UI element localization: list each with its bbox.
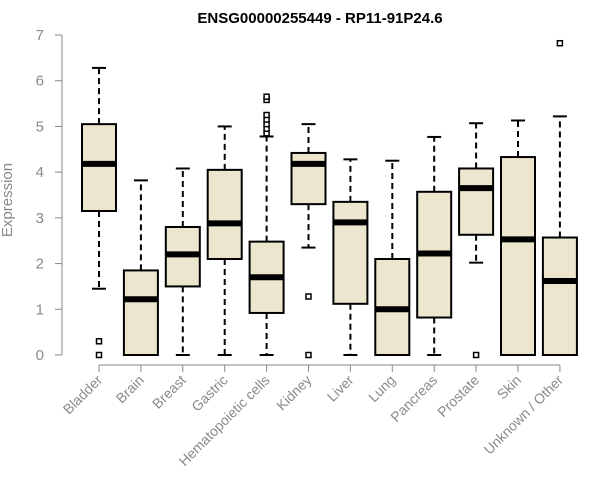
y-tick-label: 6 xyxy=(36,73,44,90)
box-kidney xyxy=(290,123,327,359)
x-tick-label: Liver xyxy=(324,372,357,405)
outlier-point xyxy=(263,93,270,100)
outlier-point xyxy=(305,351,312,359)
box-breast xyxy=(164,167,201,356)
x-tick-label: Kidney xyxy=(273,372,315,414)
box-iqr xyxy=(122,269,159,356)
outlier-point xyxy=(556,39,564,47)
y-tick-label: 1 xyxy=(36,301,44,318)
box-brain xyxy=(122,179,159,356)
y-tick-label: 5 xyxy=(36,118,44,135)
box-iqr xyxy=(206,168,243,261)
y-tick-label: 2 xyxy=(36,256,44,273)
box-prostate xyxy=(458,122,495,359)
box-pancreas xyxy=(416,135,453,356)
box-iqr xyxy=(332,200,369,305)
y-tick-label: 3 xyxy=(36,210,44,227)
x-tick-label: Pancreas xyxy=(387,372,440,425)
outlier-point xyxy=(472,351,480,359)
box-unknown-other xyxy=(541,39,578,356)
x-tick-label: Lung xyxy=(365,372,398,405)
x-tick-label: Brain xyxy=(113,372,147,406)
box-iqr xyxy=(541,236,578,356)
outlier-point xyxy=(263,111,270,119)
box-iqr xyxy=(81,123,117,212)
box-hematopoietic-cells xyxy=(248,93,285,356)
box-lung xyxy=(374,159,411,356)
box-iqr xyxy=(290,151,327,206)
x-tick-label: Bladder xyxy=(60,372,106,418)
box-bladder xyxy=(81,66,117,359)
x-tick-label: Prostate xyxy=(434,372,482,420)
outlier-point xyxy=(95,338,103,345)
box-iqr xyxy=(458,167,495,236)
y-tick-label: 4 xyxy=(36,164,44,181)
y-axis-label: Expression xyxy=(0,163,16,237)
y-tick-label: 0 xyxy=(36,347,44,364)
chart-title: ENSG00000255449 - RP11-91P24.6 xyxy=(197,10,442,27)
box-gastric xyxy=(206,125,243,356)
box-liver xyxy=(332,158,369,356)
x-tick-label: Unknown / Other xyxy=(480,372,566,458)
y-axis: 0 1 2 3 4 5 6 7 xyxy=(36,27,63,364)
outlier-point xyxy=(95,351,103,359)
box-skin xyxy=(500,119,536,356)
box-series xyxy=(81,39,578,359)
box-iqr xyxy=(500,156,536,356)
x-tick-label: Breast xyxy=(149,372,189,412)
y-tick-label: 7 xyxy=(36,27,44,44)
x-tick-label: Skin xyxy=(494,372,525,403)
outlier-point xyxy=(305,293,312,300)
